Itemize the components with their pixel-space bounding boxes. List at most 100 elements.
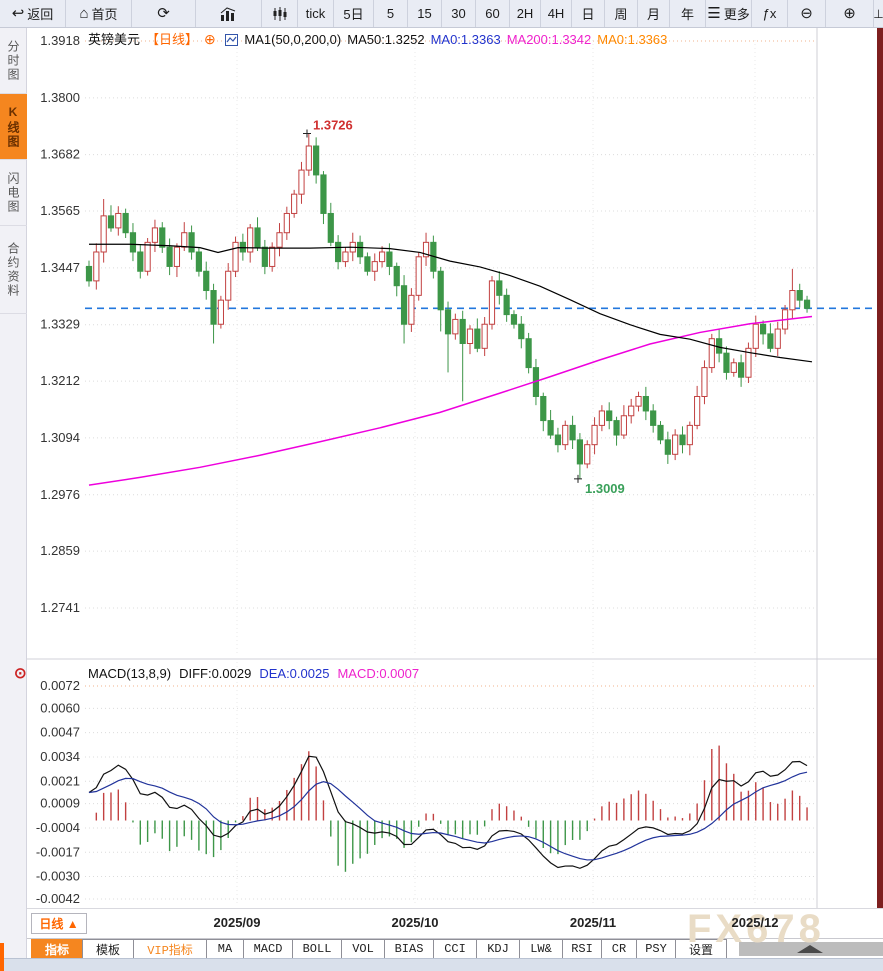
toolbar-item-period-month[interactable]: 月 bbox=[638, 0, 670, 27]
chart-header: 英镑美元 【日线】 ⊕ MA1(50,0,200,0) MA50:1.3252 MA0:… bbox=[88, 29, 673, 49]
sidebar-item-contract-info[interactable]: 合约资料 bbox=[0, 226, 27, 314]
toolbar-item-chart-bars[interactable] bbox=[196, 0, 262, 27]
indicator-tab-4[interactable]: MA bbox=[206, 939, 244, 959]
toolbar-item-zoom-in-icon: ⊕ bbox=[843, 5, 856, 22]
candlestick-chart[interactable]: 1.3918 1.3800 1.3682 1.3565 1.3447 1.3329 1.32… bbox=[0, 28, 883, 658]
x-axis-row: FX678 日线 ▲ 2025/09 2025/10 2025/11 2025/12 bbox=[27, 907, 883, 951]
tab-scrollbar[interactable] bbox=[739, 942, 883, 956]
toolbar-item-fx[interactable]: ƒx bbox=[752, 0, 788, 27]
add-indicator-icon[interactable]: ⊕ bbox=[204, 31, 216, 47]
indicator-tab-2[interactable]: 模板 bbox=[82, 939, 134, 959]
toolbar-item-period-5[interactable]: 5 bbox=[374, 0, 408, 27]
toolbar-item-period-60[interactable]: 60 bbox=[476, 0, 510, 27]
ma200-value: MA200:1.3342 bbox=[506, 32, 592, 47]
high-price-annotation: 1.3726 bbox=[313, 117, 353, 132]
x-axis-date-label: 2025/09 bbox=[213, 915, 261, 930]
toolbar-item-zoom-in[interactable]: ⊕ bbox=[826, 0, 874, 27]
indicator-tab-8[interactable]: BIAS bbox=[384, 939, 434, 959]
low-price-annotation: 1.3009 bbox=[585, 481, 625, 496]
toolbar-item-back-label: 返回 bbox=[27, 7, 54, 22]
collapse-arrow-icon[interactable] bbox=[797, 945, 823, 953]
toolbar-item-period-5-label: 5 bbox=[386, 6, 395, 21]
macd-diff-value: DIFF:0.0029 bbox=[179, 666, 252, 681]
toolbar-item-zoom-out[interactable]: ⊖ bbox=[788, 0, 826, 27]
toolbar-item-period-2h[interactable]: 2H bbox=[510, 0, 541, 27]
period-selector-button[interactable]: 日线 ▲ bbox=[31, 913, 87, 934]
macd-axis-label: 0.0060 bbox=[40, 700, 80, 715]
price-axis-label: 1.2859 bbox=[40, 543, 80, 558]
toolbar-item-period-15-label: 15 bbox=[417, 6, 432, 21]
toolbar-item-chart-candles[interactable] bbox=[262, 0, 298, 27]
macd-axis-label: 0.0072 bbox=[40, 678, 80, 693]
indicator-tab-15[interactable]: 设置 bbox=[675, 939, 727, 959]
price-axis-label: 1.3800 bbox=[40, 90, 80, 105]
macd-hist-value: MACD:0.0007 bbox=[337, 666, 420, 681]
indicator-tab-5[interactable]: MACD bbox=[243, 939, 293, 959]
toolbar-item-refresh[interactable]: ⟳ bbox=[132, 0, 196, 27]
indicator-tab-12[interactable]: RSI bbox=[562, 939, 602, 959]
toolbar-item-refresh-icon: ⟳ bbox=[157, 5, 170, 22]
toolbar-item-period-year[interactable]: 年 bbox=[670, 0, 706, 27]
toolbar-item-period-week-label: 周 bbox=[614, 7, 628, 22]
toolbar-item-back[interactable]: ↩ 返回 bbox=[0, 0, 66, 27]
toolbar-item-period-30[interactable]: 30 bbox=[442, 0, 476, 27]
indicator-tab-7[interactable]: VOL bbox=[341, 939, 385, 959]
right-edge-panel bbox=[877, 28, 883, 908]
toolbar-item-period-2h-label: 2H bbox=[516, 6, 534, 21]
indicator-tab-3[interactable]: VIP指标 bbox=[133, 939, 207, 959]
price-axis-label: 1.3918 bbox=[40, 33, 80, 48]
price-axis-label: 1.2741 bbox=[40, 600, 80, 615]
x-axis-date-label: 2025/12 bbox=[731, 915, 779, 930]
toolbar-item-period-day-label: 日 bbox=[581, 7, 595, 22]
price-axis-label: 1.3094 bbox=[40, 430, 80, 445]
toolbar-item-home-icon: ⌂ bbox=[79, 5, 89, 22]
toolbar-item-period-4h[interactable]: 4H bbox=[541, 0, 572, 27]
bottom-status-strip bbox=[0, 958, 883, 971]
toolbar-item-home-label: 首页 bbox=[91, 7, 118, 22]
top-toolbar: ↩ 返回 ⌂ 首页 ⟳ tick 5日 5 15 30 60 2H 4H 日周月年 ☰ 更多 ƒx ⊖ ⊕ ⊥ bbox=[0, 0, 883, 28]
mini-chart-icon bbox=[225, 34, 239, 49]
price-axis-label: 1.3329 bbox=[40, 317, 80, 332]
macd-axis-label: 0.0034 bbox=[40, 749, 80, 764]
macd-chart[interactable]: 0.0072 0.0060 0.0047 0.0034 0.0021 0.0009 -0.0… bbox=[0, 658, 883, 908]
sidebar-item-time-chart[interactable]: 分时图 bbox=[0, 28, 27, 94]
toolbar-item-tick[interactable]: tick bbox=[298, 0, 334, 27]
indicator-tab-6[interactable]: BOLL bbox=[292, 939, 342, 959]
indicator-tab-11[interactable]: LW& bbox=[519, 939, 563, 959]
bar-chart-icon bbox=[220, 6, 235, 21]
indicator-tab-14[interactable]: PSY bbox=[636, 939, 676, 959]
macd-header: MACD(13,8,9) DIFF:0.0029 DEA:0.0025 MACD:0.… bbox=[88, 666, 427, 681]
indicator-tab-10[interactable]: KDJ bbox=[476, 939, 520, 959]
toolbar-item-fx-label: ƒx bbox=[762, 6, 777, 21]
indicator-tab-1[interactable]: 指标 bbox=[31, 939, 83, 959]
period-label: 【日线】 bbox=[146, 32, 199, 47]
indicator-tab-9[interactable]: CCI bbox=[433, 939, 477, 959]
toolbar-partial-icon[interactable]: ⊥ bbox=[873, 6, 883, 21]
sidebar-item-lightning-chart[interactable]: 闪电图 bbox=[0, 160, 27, 226]
x-axis-date-label: 2025/10 bbox=[391, 915, 439, 930]
toolbar-item-back-icon: ↩ bbox=[11, 5, 25, 22]
macd-title: MACD(13,8,9) bbox=[88, 666, 172, 681]
macd-axis-label: -0.0042 bbox=[36, 891, 80, 906]
toolbar-item-period-15[interactable]: 15 bbox=[408, 0, 442, 27]
toolbar-item-more[interactable]: ☰ 更多 bbox=[706, 0, 752, 27]
toolbar-item-period-day[interactable]: 日 bbox=[572, 0, 605, 27]
corner-accent bbox=[0, 943, 4, 971]
toolbar-item-period-week[interactable]: 周 bbox=[605, 0, 638, 27]
price-axis-label: 1.2976 bbox=[40, 487, 80, 502]
indicator-settings-icon[interactable]: ⊙ bbox=[14, 665, 27, 682]
toolbar-item-zoom-out-icon: ⊖ bbox=[800, 5, 813, 22]
toolbar-item-period-5d-label: 5日 bbox=[343, 7, 364, 22]
toolbar-item-more-icon: ☰ bbox=[707, 5, 721, 22]
toolbar-item-period-year-label: 年 bbox=[680, 7, 694, 22]
toolbar-item-home[interactable]: ⌂ 首页 bbox=[66, 0, 132, 27]
macd-axis-label: 0.0009 bbox=[40, 796, 80, 811]
macd-axis-label: 0.0047 bbox=[40, 725, 80, 740]
ma0-fast-value: MA0:1.3363 bbox=[430, 32, 501, 47]
price-axis-label: 1.3447 bbox=[40, 260, 80, 275]
sidebar-item-kline-chart[interactable]: K线图 bbox=[0, 94, 27, 160]
macd-axis-label: 0.0021 bbox=[40, 773, 80, 788]
ma-settings: MA1(50,0,200,0) bbox=[244, 32, 342, 47]
indicator-tab-13[interactable]: CR bbox=[601, 939, 637, 959]
toolbar-item-period-5d[interactable]: 5日 bbox=[334, 0, 374, 27]
